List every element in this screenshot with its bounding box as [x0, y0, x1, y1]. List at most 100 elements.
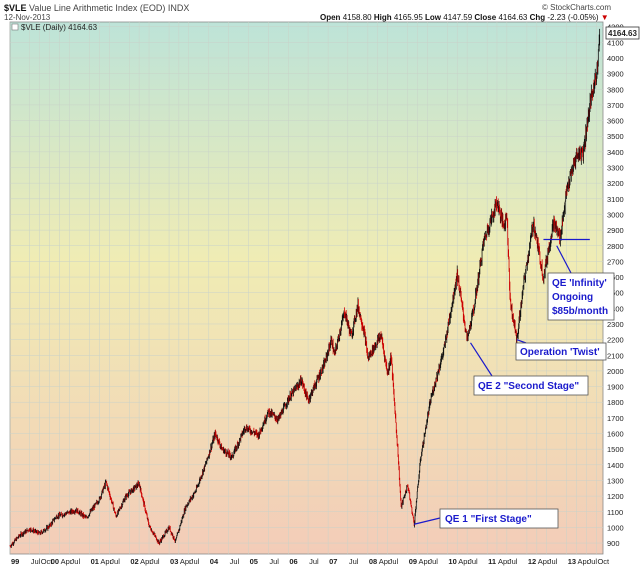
low-label: Low [425, 13, 442, 22]
y-tick-label: 2200 [607, 336, 624, 345]
x-tick-label: Jul [230, 557, 240, 566]
y-tick-label: 3500 [607, 132, 624, 141]
x-tick-label: Oct [41, 557, 54, 566]
qe2-label: QE 2 "Second Stage" [478, 381, 579, 392]
x-tick-label: Jul [468, 557, 478, 566]
close-value: 4164.63 [498, 13, 528, 22]
y-tick-label: 2800 [607, 242, 624, 251]
symbol-title: $VLE Value Line Arithmetic Index (EOD) I… [4, 3, 189, 13]
chart-date: 12-Nov-2013 [4, 13, 51, 22]
grid [9, 22, 603, 554]
x-tick-label: 09 [409, 557, 417, 566]
x-tick-label: Jul [269, 557, 279, 566]
x-tick-label: 99 [11, 557, 19, 566]
low-value: 4147.59 [443, 13, 473, 22]
annotation-boxes: QE 1 "First Stage" QE 2 "Second Stage" O… [439, 272, 615, 529]
y-tick-label: 2500 [607, 289, 624, 298]
x-tick-label: Jul [190, 557, 200, 566]
x-tick-label: Jul [587, 557, 597, 566]
twist-label: Operation 'Twist' [520, 347, 600, 358]
last-price-value: 4164.63 [608, 29, 637, 38]
x-tick-label: 10 [448, 557, 456, 566]
chg-value: -2.23 (-0.05%) [547, 13, 599, 22]
x-tick-label: Apr [538, 557, 550, 566]
x-tick-label: Jul [150, 557, 160, 566]
plot-area [9, 21, 604, 555]
x-tick-label: 07 [329, 557, 337, 566]
high-value: 4165.95 [393, 13, 423, 22]
price-series [9, 28, 601, 548]
y-tick-label: 1400 [607, 461, 624, 470]
x-tick-label: 12 [528, 557, 536, 566]
y-tick-label: 2400 [607, 304, 624, 313]
x-tick-label: Jul [389, 557, 399, 566]
x-tick-label: Apr [578, 557, 590, 566]
qe-infinity-label: QE 'Infinity' [552, 278, 607, 289]
x-tick-label: 05 [250, 557, 258, 566]
qe1-label: QE 1 "First Stage" [445, 514, 532, 525]
qe1-box [439, 508, 559, 529]
y-tick-label: 2300 [607, 320, 624, 329]
y-tick-label: 1600 [607, 430, 624, 439]
last-price-box [605, 26, 640, 40]
chg-label: Chg [529, 13, 546, 22]
legend: $VLE (Daily) 4164.63 [11, 23, 98, 32]
x-tick-label: 04 [210, 557, 219, 566]
y-tick-label: 2100 [607, 351, 624, 360]
qe-infinity-box [547, 272, 615, 321]
qe1-pointer [413, 517, 441, 525]
twist-box [515, 342, 607, 361]
high-label: High [373, 13, 392, 22]
y-tick-label: 1900 [607, 383, 624, 392]
y-tick-label: 1200 [607, 492, 624, 501]
x-tick-label: Jul [31, 557, 41, 566]
annotation-lines [413, 238, 590, 525]
y-tick-label: 3700 [607, 101, 624, 110]
y-tick-label: 900 [607, 539, 620, 548]
x-tick-label: Jul [71, 557, 81, 566]
y-tick-label: 1500 [607, 445, 624, 454]
x-tick-label: 06 [289, 557, 297, 566]
chg-down-icon: ▼ [600, 13, 609, 22]
x-tick-label: Oct [597, 557, 610, 566]
x-tick-label: 01 [91, 557, 99, 566]
x-tick-label: Jul [428, 557, 438, 566]
y-tick-label: 4000 [607, 54, 624, 63]
qe-infinity-amount: $85b/month [552, 306, 608, 317]
x-tick-label: Apr [61, 557, 73, 566]
open-value: 4158.80 [342, 13, 372, 22]
x-tick-label: Apr [458, 557, 470, 566]
y-tick-label: 2700 [607, 257, 624, 266]
x-tick-label: 11 [488, 557, 496, 566]
y-tick-label: 4100 [607, 38, 624, 47]
close-label: Close [474, 13, 497, 22]
x-tick-label: 02 [130, 557, 138, 566]
x-tick-label: Apr [498, 557, 510, 566]
y-tick-label: 3800 [607, 85, 624, 94]
qe2-pointer [470, 342, 493, 377]
y-tick-label: 3000 [607, 210, 624, 219]
y-tick-label: 2000 [607, 367, 624, 376]
y-tick-label: 3100 [607, 195, 624, 204]
index-description: Value Line Arithmetic Index (EOD) INDX [29, 3, 190, 13]
x-tick-label: 08 [369, 557, 377, 566]
x-tick-label: Apr [379, 557, 391, 566]
y-tick-label: 1300 [607, 476, 624, 485]
copyright: © StockCharts.com [542, 3, 612, 12]
y-tick-label: 1000 [607, 523, 624, 532]
y-tick-label: 3400 [607, 148, 624, 157]
x-tick-label: Apr [180, 557, 192, 566]
x-tick-label: Jul [110, 557, 120, 566]
x-tick-label: Jul [508, 557, 518, 566]
x-tick-label: Apr [418, 557, 430, 566]
twist-pointer [516, 339, 527, 344]
open-label: Open [320, 13, 341, 22]
x-tick-label: 00 [51, 557, 59, 566]
y-tick-label: 1700 [607, 414, 624, 423]
last-price-tag: 4164.63 [605, 26, 640, 40]
symbol: $VLE [4, 3, 27, 13]
x-tick-label: Apr [140, 557, 152, 566]
y-tick-label: 3200 [607, 179, 624, 188]
y-tick-label: 2900 [607, 226, 624, 235]
